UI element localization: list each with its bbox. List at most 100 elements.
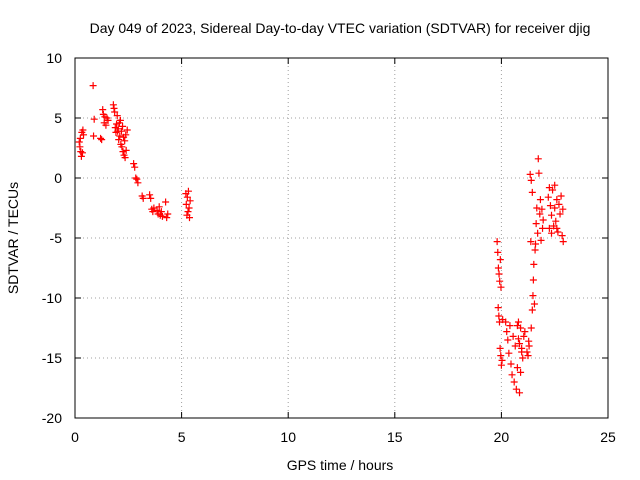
data-point — [76, 134, 84, 142]
data-point — [117, 127, 125, 135]
data-point — [523, 348, 531, 356]
data-point — [558, 232, 566, 240]
data-point — [534, 229, 542, 237]
data-point — [97, 134, 105, 142]
data-point — [531, 246, 539, 254]
data-point — [554, 228, 562, 236]
data-point — [90, 115, 98, 123]
data-point — [527, 324, 535, 332]
data-point — [183, 193, 191, 201]
data-point — [535, 169, 543, 177]
data-point — [121, 154, 129, 162]
data-point — [532, 220, 540, 228]
data-point — [539, 216, 547, 224]
data-point — [104, 116, 112, 124]
data-point — [530, 260, 538, 268]
data-point — [495, 270, 503, 278]
data-point — [551, 204, 559, 212]
data-point — [111, 124, 119, 132]
data-point — [520, 332, 528, 340]
data-point — [551, 181, 559, 189]
x-tick-label: 5 — [178, 429, 186, 445]
data-point — [496, 277, 504, 285]
data-point — [493, 238, 501, 246]
data-point — [533, 204, 541, 212]
data-point — [146, 191, 154, 199]
data-point — [89, 82, 97, 90]
data-point — [497, 352, 505, 360]
data-point — [497, 361, 505, 369]
data-point — [115, 136, 123, 144]
data-points — [75, 82, 567, 397]
x-tick-label: 25 — [600, 429, 616, 445]
data-point — [119, 148, 127, 156]
data-point — [131, 163, 139, 171]
data-point — [119, 122, 127, 130]
data-point — [544, 193, 552, 201]
data-point — [526, 170, 534, 178]
data-point — [98, 136, 106, 144]
data-point — [545, 224, 553, 232]
data-point — [555, 200, 563, 208]
data-point — [184, 208, 192, 216]
data-point — [122, 146, 130, 154]
data-point — [511, 342, 519, 350]
x-tick-label: 0 — [71, 429, 79, 445]
data-point — [546, 202, 554, 210]
data-point — [521, 328, 529, 336]
data-point — [509, 332, 517, 340]
data-point — [559, 205, 567, 213]
data-point — [111, 108, 119, 116]
data-point — [552, 217, 560, 225]
data-point — [553, 196, 561, 204]
data-point — [527, 238, 535, 246]
data-point — [164, 210, 172, 218]
data-point — [147, 194, 155, 202]
data-point — [528, 306, 536, 314]
data-point — [497, 283, 505, 291]
data-point — [494, 304, 502, 312]
data-point — [157, 208, 165, 216]
data-point — [548, 229, 556, 237]
data-point — [508, 371, 516, 379]
data-point — [525, 342, 533, 350]
data-point — [133, 175, 141, 183]
data-point — [79, 126, 87, 134]
data-point — [517, 368, 525, 376]
data-point — [112, 128, 120, 136]
data-point — [139, 194, 147, 202]
y-axis-label: SDTVAR / TECUs — [5, 182, 21, 294]
data-point — [182, 200, 190, 208]
y-tick-label: 10 — [46, 50, 62, 66]
data-point — [76, 143, 84, 151]
data-point — [494, 264, 502, 272]
plot-frame — [74, 57, 609, 419]
data-point — [495, 312, 503, 320]
data-point — [134, 179, 142, 187]
y-tick-label: -5 — [50, 230, 63, 246]
y-tick-label: 0 — [54, 170, 62, 186]
data-point — [517, 324, 525, 332]
data-point — [113, 112, 121, 120]
data-point — [532, 240, 540, 248]
data-point — [122, 131, 130, 139]
data-point — [559, 238, 567, 246]
data-point — [496, 256, 504, 264]
data-point — [162, 198, 170, 206]
y-tick-label: 5 — [54, 110, 62, 126]
tick-labels: 0 5 10 15 20 25 10 5 0 -5 -10 -15 -20 — [42, 50, 616, 445]
data-point — [118, 143, 126, 151]
data-point — [102, 121, 110, 129]
chart-title: Day 049 of 2023, Sidereal Day-to-day VTE… — [90, 20, 591, 36]
data-point — [510, 378, 518, 386]
data-point — [186, 197, 194, 205]
data-point — [184, 187, 192, 195]
data-point — [538, 205, 546, 213]
data-point — [528, 188, 536, 196]
data-point — [116, 132, 124, 140]
data-point — [527, 176, 535, 184]
data-point — [519, 354, 527, 362]
grid-lines — [75, 58, 608, 418]
y-tick-label: -20 — [42, 410, 62, 426]
